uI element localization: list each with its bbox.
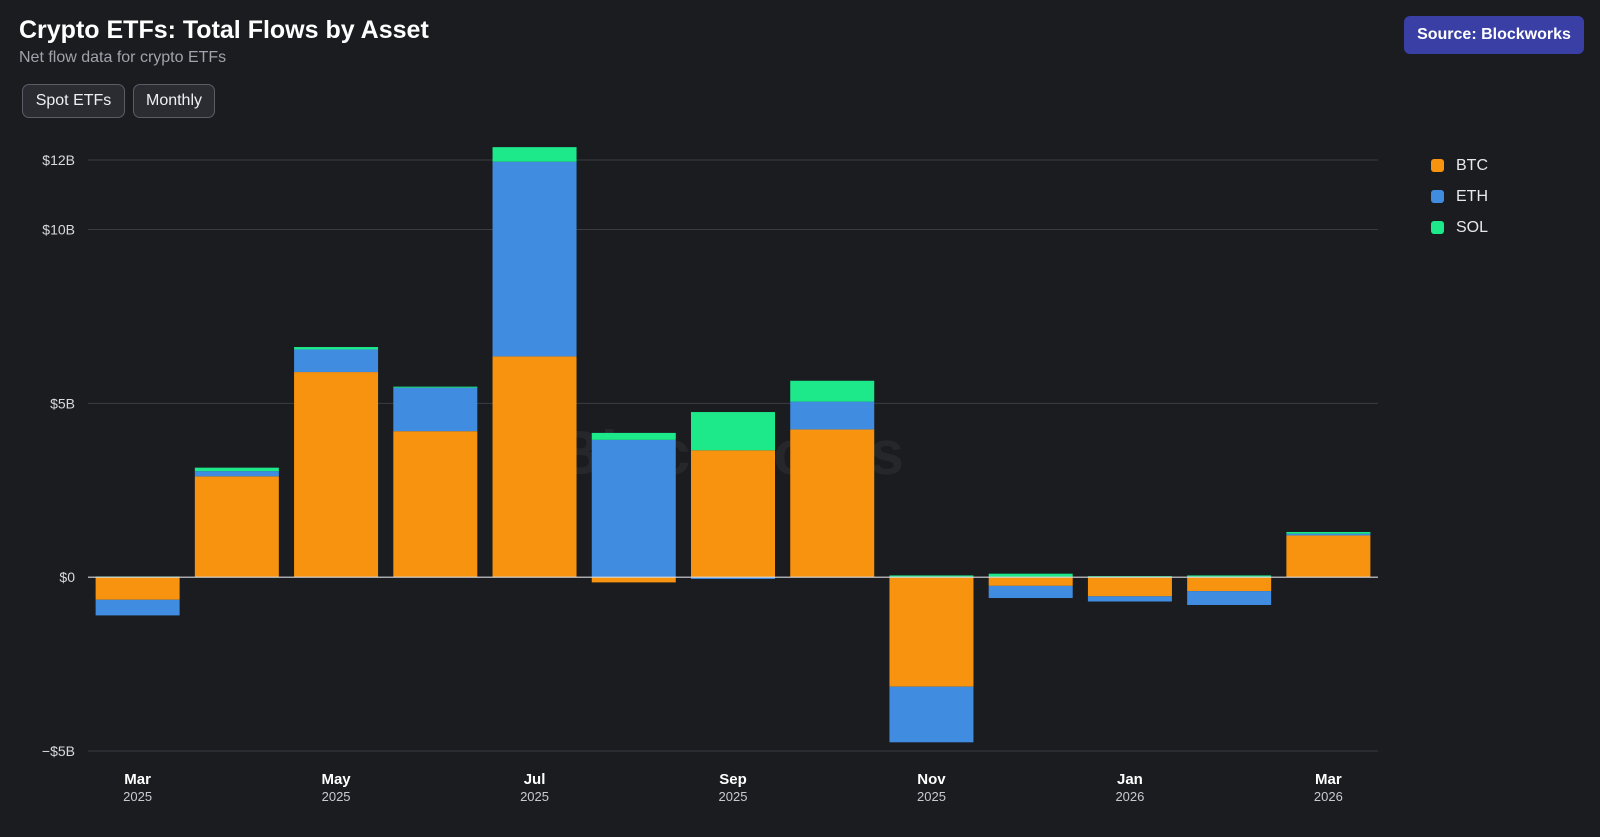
bar-segment-sol[interactable]	[492, 147, 577, 162]
bar-segment-eth[interactable]	[194, 471, 279, 477]
legend-label-eth: ETH	[1456, 187, 1488, 205]
bar-segment-eth[interactable]	[492, 161, 577, 357]
x-tick-month-label: Jul	[524, 771, 546, 788]
bar-segment-btc[interactable]	[194, 476, 279, 578]
bar-segment-btc[interactable]	[1286, 535, 1371, 578]
bar-segment-sol[interactable]	[194, 467, 279, 472]
legend-item-eth[interactable]: ETH	[1431, 181, 1488, 212]
bar-segment-eth[interactable]	[790, 401, 875, 430]
chart-legend: BTC ETH SOL	[1431, 150, 1488, 243]
legend-label-btc: BTC	[1456, 156, 1488, 174]
x-tick-year-label: 2026	[1314, 789, 1343, 804]
x-tick-year-label: 2025	[322, 789, 351, 804]
x-tick-month-label: Sep	[719, 771, 747, 788]
bar-segment-btc[interactable]	[1187, 577, 1272, 592]
legend-item-btc[interactable]: BTC	[1431, 150, 1488, 181]
bar-segment-btc[interactable]	[95, 577, 180, 600]
legend-swatch-sol	[1431, 221, 1444, 234]
x-tick-year-label: 2025	[123, 789, 152, 804]
y-tick-label: $0	[59, 569, 75, 585]
bar-segment-btc[interactable]	[691, 450, 775, 578]
bar-segment-eth[interactable]	[294, 349, 379, 373]
bar-segment-eth[interactable]	[691, 577, 775, 579]
bar-segment-sol[interactable]	[889, 575, 974, 578]
bar-segment-btc[interactable]	[393, 431, 478, 578]
legend-label-sol: SOL	[1456, 218, 1489, 236]
bar-segment-btc[interactable]	[988, 577, 1073, 586]
legend-swatch-eth	[1431, 190, 1444, 203]
bar-segment-eth[interactable]	[988, 585, 1073, 599]
bar-segment-btc[interactable]	[889, 577, 974, 687]
y-tick-label: $12B	[42, 152, 75, 168]
bar-segment-sol[interactable]	[393, 386, 478, 388]
bar-segment-btc[interactable]	[294, 372, 379, 578]
legend-swatch-btc	[1431, 159, 1444, 172]
bar-segment-btc[interactable]	[492, 356, 577, 578]
bar-segment-sol[interactable]	[790, 380, 875, 402]
bar-segment-eth[interactable]	[591, 439, 676, 578]
bar-segment-sol[interactable]	[1187, 575, 1272, 578]
bar-segment-eth[interactable]	[1286, 533, 1371, 536]
y-tick-label: $5B	[50, 395, 75, 411]
bar-segment-sol[interactable]	[294, 347, 379, 350]
bar-segment-btc[interactable]	[591, 577, 676, 583]
y-tick-label: −$5B	[42, 743, 75, 759]
x-tick-year-label: 2025	[719, 789, 748, 804]
bar-segment-sol[interactable]	[591, 432, 676, 440]
bar-segment-eth[interactable]	[889, 686, 974, 743]
x-tick-month-label: Mar	[124, 771, 151, 788]
page-title: Crypto ETFs: Total Flows by Asset	[19, 16, 429, 44]
etf-type-filter-button[interactable]: Spot ETFs	[22, 84, 125, 118]
x-tick-month-label: May	[321, 771, 351, 788]
bar-segment-eth[interactable]	[1187, 591, 1272, 605]
bar-segment-sol[interactable]	[988, 573, 1073, 578]
page-subtitle: Net flow data for crypto ETFs	[19, 49, 227, 66]
x-tick-year-label: 2025	[917, 789, 946, 804]
bar-segment-eth[interactable]	[95, 599, 180, 616]
legend-item-sol[interactable]: SOL	[1431, 212, 1488, 243]
bar-segment-eth[interactable]	[1087, 596, 1172, 602]
bar-segment-eth[interactable]	[393, 387, 478, 432]
bar-segment-sol[interactable]	[691, 412, 775, 451]
source-button[interactable]: Source: Blockworks	[1404, 16, 1584, 54]
y-tick-label: $10B	[42, 222, 75, 238]
bar-segment-sol[interactable]	[1286, 531, 1371, 534]
x-tick-year-label: 2026	[1115, 789, 1144, 804]
x-tick-month-label: Nov	[917, 771, 946, 788]
x-tick-month-label: Jan	[1117, 771, 1143, 788]
bar-segment-btc[interactable]	[1087, 577, 1172, 597]
bar-segment-btc[interactable]	[790, 429, 875, 578]
period-filter-button[interactable]: Monthly	[133, 84, 215, 118]
x-tick-year-label: 2025	[520, 789, 549, 804]
x-tick-month-label: Mar	[1315, 771, 1342, 788]
